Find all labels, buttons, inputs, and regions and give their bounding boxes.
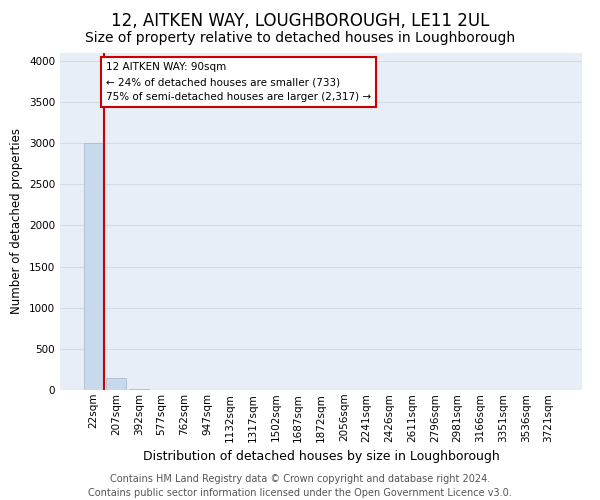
Text: Contains HM Land Registry data © Crown copyright and database right 2024.
Contai: Contains HM Land Registry data © Crown c…	[88, 474, 512, 498]
X-axis label: Distribution of detached houses by size in Loughborough: Distribution of detached houses by size …	[143, 450, 499, 463]
Text: 12, AITKEN WAY, LOUGHBOROUGH, LE11 2UL: 12, AITKEN WAY, LOUGHBOROUGH, LE11 2UL	[111, 12, 489, 30]
Y-axis label: Number of detached properties: Number of detached properties	[10, 128, 23, 314]
Bar	[84, 143, 103, 390]
Bar	[129, 389, 149, 390]
Text: 12 AITKEN WAY: 90sqm
← 24% of detached houses are smaller (733)
75% of semi-deta: 12 AITKEN WAY: 90sqm ← 24% of detached h…	[106, 62, 371, 102]
Bar	[106, 378, 126, 390]
Text: Size of property relative to detached houses in Loughborough: Size of property relative to detached ho…	[85, 31, 515, 45]
